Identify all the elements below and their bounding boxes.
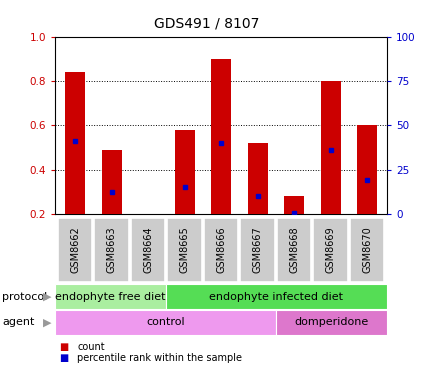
Bar	[65, 72, 85, 214]
Bar	[284, 196, 304, 214]
Text: percentile rank within the sample: percentile rank within the sample	[77, 353, 242, 363]
Text: ■: ■	[59, 353, 69, 363]
Bar	[168, 218, 202, 281]
Bar	[204, 218, 238, 281]
Text: count: count	[77, 342, 105, 352]
Text: GSM8663: GSM8663	[106, 227, 117, 273]
Text: endophyte free diet: endophyte free diet	[55, 292, 165, 302]
Bar	[166, 284, 387, 309]
Bar	[102, 150, 121, 214]
Bar	[131, 218, 165, 281]
Text: GDS491 / 8107: GDS491 / 8107	[154, 16, 260, 30]
Bar	[55, 284, 166, 309]
Text: ▶: ▶	[43, 317, 51, 328]
Bar	[95, 218, 129, 281]
Text: GSM8669: GSM8669	[326, 227, 336, 273]
Bar	[357, 125, 377, 214]
Text: agent: agent	[2, 317, 35, 328]
Text: endophyte infected diet: endophyte infected diet	[209, 292, 344, 302]
Bar	[321, 81, 341, 214]
Bar	[211, 59, 231, 214]
Bar	[240, 218, 275, 281]
Text: GSM8668: GSM8668	[289, 227, 299, 273]
Bar	[350, 218, 384, 281]
Text: ▶: ▶	[43, 292, 51, 302]
Text: control: control	[147, 317, 185, 328]
Bar	[276, 310, 387, 335]
Bar	[58, 218, 92, 281]
Bar	[313, 218, 348, 281]
Text: protocol: protocol	[2, 292, 48, 302]
Text: ■: ■	[59, 342, 69, 352]
Bar	[248, 143, 268, 214]
Text: GSM8670: GSM8670	[362, 227, 372, 273]
Bar	[175, 130, 194, 214]
Text: GSM8667: GSM8667	[253, 227, 263, 273]
Text: GSM8666: GSM8666	[216, 227, 226, 273]
Text: domperidone: domperidone	[295, 317, 369, 328]
Text: GSM8662: GSM8662	[70, 227, 80, 273]
Bar	[55, 310, 276, 335]
Text: GSM8664: GSM8664	[143, 227, 153, 273]
Text: GSM8665: GSM8665	[180, 227, 190, 273]
Bar	[277, 218, 311, 281]
